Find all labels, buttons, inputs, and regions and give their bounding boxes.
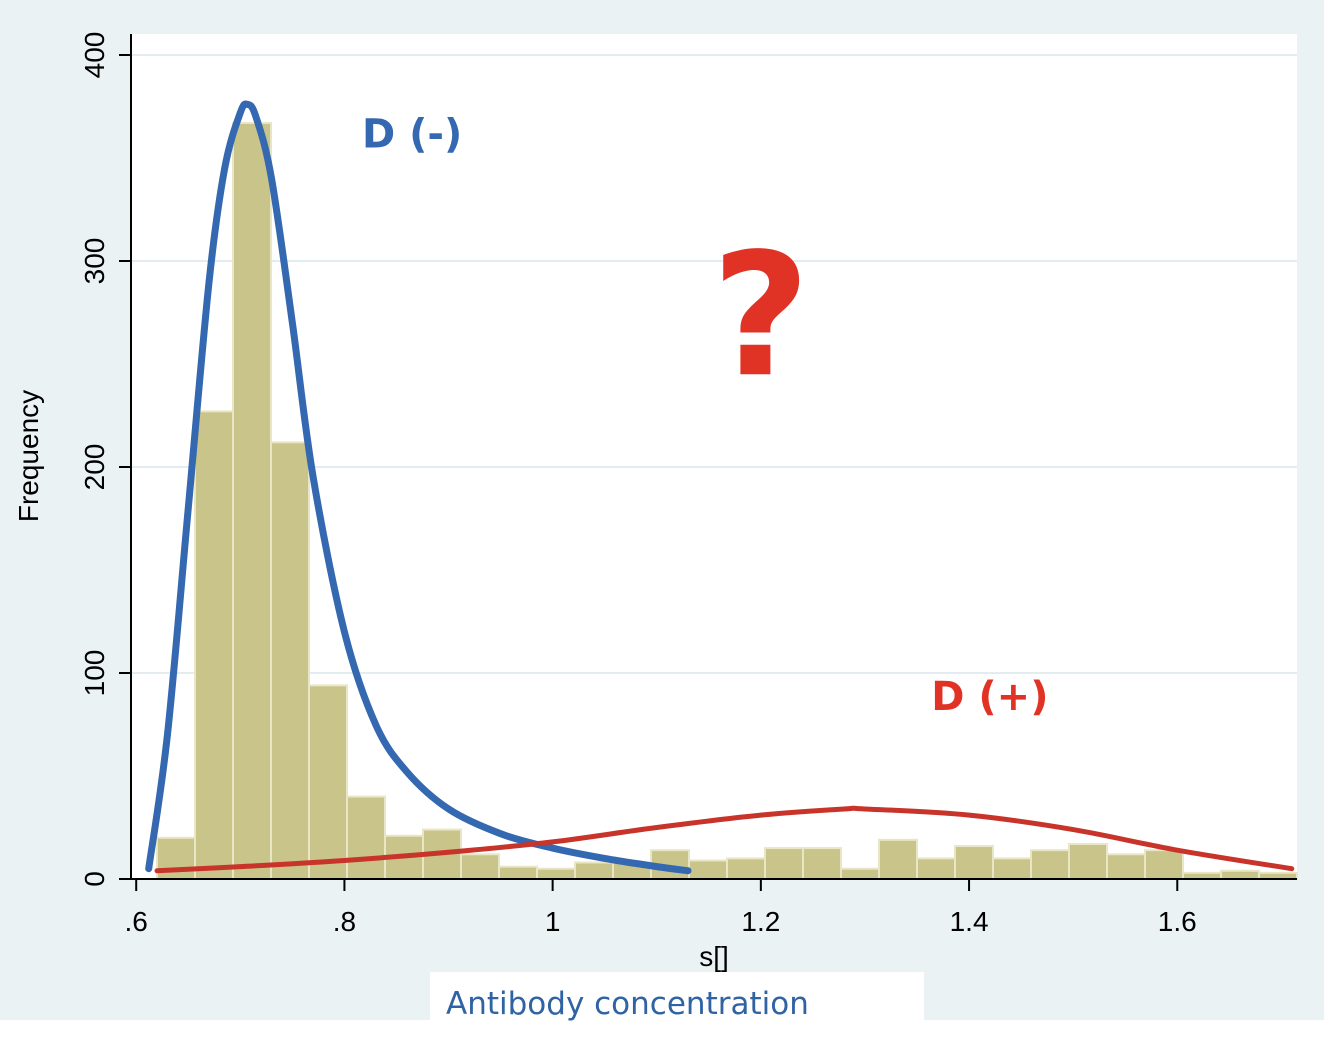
histogram-bar bbox=[688, 859, 729, 881]
x-tick-label: 1 bbox=[545, 906, 561, 937]
histogram-bar bbox=[232, 121, 273, 881]
y-tick-label: 100 bbox=[79, 650, 110, 697]
histogram-bar bbox=[840, 867, 881, 881]
x-tick-label: 1.4 bbox=[950, 906, 989, 937]
histogram-bar bbox=[574, 861, 615, 881]
histogram-bar bbox=[916, 857, 957, 881]
caption-box: Antibody concentration bbox=[430, 972, 924, 1022]
histogram-bar bbox=[1030, 849, 1071, 880]
annotations: D (-) D (+)? bbox=[362, 112, 1049, 720]
axes bbox=[130, 34, 1297, 880]
x-axis-title: s[] bbox=[699, 941, 729, 972]
histogram-bar bbox=[346, 795, 387, 880]
histogram-bar bbox=[1106, 853, 1147, 881]
histogram-bar bbox=[270, 441, 311, 880]
x-axis-ticks: .6 .8 1 1.2 1.4 1.6 bbox=[125, 879, 1197, 937]
x-tick-label: 1.6 bbox=[1158, 906, 1197, 937]
histogram-bar bbox=[764, 847, 805, 880]
histogram-bar bbox=[1144, 849, 1185, 880]
histogram-bar bbox=[194, 410, 235, 880]
x-tick-label: .6 bbox=[125, 906, 148, 937]
x-tick-label: .8 bbox=[333, 906, 356, 937]
y-tick-label: 0 bbox=[79, 871, 110, 887]
y-axis-title: Frequency bbox=[13, 390, 44, 522]
histogram-bar bbox=[1068, 842, 1109, 880]
histogram-chart: .6 .8 1 1.2 1.4 1.6 0 100 200 300 400 s[] Frequen… bbox=[13, 32, 1298, 972]
y-axis-ticks: 0 100 200 300 400 bbox=[79, 32, 131, 887]
histogram-bar bbox=[878, 838, 919, 880]
histogram-bar bbox=[802, 847, 843, 880]
x-tick-label: 1.2 bbox=[741, 906, 780, 937]
histogram-bar bbox=[992, 857, 1033, 881]
histogram-bar bbox=[1220, 869, 1261, 881]
density-curve bbox=[145, 100, 692, 875]
histogram-bar bbox=[954, 845, 995, 880]
histogram-bar bbox=[536, 867, 577, 881]
y-tick-label: 400 bbox=[79, 32, 110, 79]
y-tick-label: 200 bbox=[79, 444, 110, 491]
y-tick-label: 300 bbox=[79, 238, 110, 285]
density-curve bbox=[154, 805, 1295, 874]
histogram-bar bbox=[308, 684, 349, 880]
question-mark-annotation: ? bbox=[712, 217, 811, 415]
histogram-bars bbox=[156, 121, 1298, 881]
gridlines bbox=[131, 54, 1297, 674]
histogram-bar bbox=[498, 865, 539, 881]
histogram-bar bbox=[726, 857, 767, 881]
histogram-bar bbox=[460, 853, 501, 881]
density-curves bbox=[145, 100, 1295, 875]
curve-label-annotation: D (+) bbox=[931, 674, 1048, 720]
caption-text: Antibody concentration bbox=[446, 986, 809, 1022]
curve-label-annotation: D (-) bbox=[362, 112, 462, 158]
